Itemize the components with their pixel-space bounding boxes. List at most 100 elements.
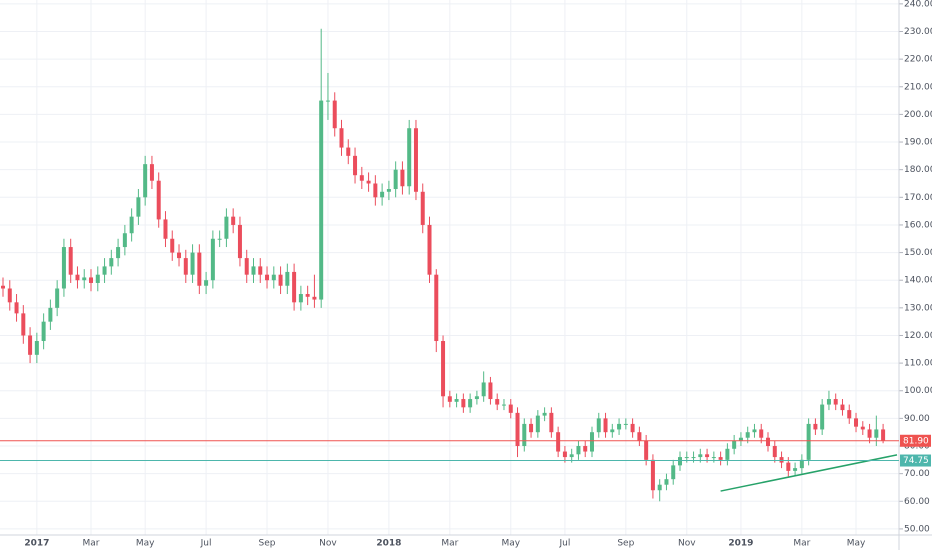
candle-body bbox=[224, 216, 229, 239]
candle-body bbox=[820, 404, 825, 430]
x-tick-label: Mar bbox=[441, 539, 458, 549]
candle-body bbox=[515, 412, 520, 447]
candle-body bbox=[346, 147, 351, 156]
candle-body bbox=[373, 183, 378, 198]
candle-body bbox=[95, 274, 100, 283]
x-tick-label: Nov bbox=[319, 539, 337, 549]
candle-body bbox=[447, 396, 452, 402]
candle-body bbox=[210, 238, 215, 281]
candle-body bbox=[1, 285, 5, 289]
grid bbox=[0, 0, 899, 535]
y-tick-label: 220.00 bbox=[904, 55, 932, 65]
candle-body bbox=[292, 271, 297, 303]
candle-body bbox=[48, 307, 53, 322]
x-tick-label: Jul bbox=[558, 539, 570, 549]
candle-body bbox=[603, 418, 608, 433]
candle-body bbox=[237, 224, 242, 259]
candle-body bbox=[68, 247, 73, 275]
candle-body bbox=[623, 423, 628, 425]
y-tick-label: 170.00 bbox=[904, 193, 932, 203]
x-tick-label: Nov bbox=[678, 539, 696, 549]
candle-body bbox=[380, 191, 385, 198]
y-tick-label: 110.00 bbox=[904, 359, 932, 369]
candle-body bbox=[678, 457, 682, 466]
candle-body bbox=[881, 429, 886, 441]
candle-body bbox=[244, 258, 249, 275]
candle-body bbox=[149, 164, 154, 181]
candle-body bbox=[840, 404, 845, 411]
candle-body bbox=[779, 457, 784, 463]
candle-body bbox=[319, 100, 324, 300]
x-tick-label: May bbox=[847, 539, 866, 549]
price-label-box bbox=[900, 434, 931, 447]
candle-body bbox=[359, 175, 364, 181]
candle-body bbox=[393, 169, 398, 190]
candle-body bbox=[278, 274, 283, 286]
x-tick-label: Sep bbox=[617, 539, 634, 549]
y-tick-label: 130.00 bbox=[904, 303, 932, 313]
candle-body bbox=[75, 274, 80, 281]
candle-body bbox=[589, 432, 594, 452]
candle-body bbox=[407, 128, 412, 187]
candle-body bbox=[813, 423, 818, 430]
candle-body bbox=[576, 446, 581, 455]
candle-body bbox=[109, 258, 114, 267]
candle-body bbox=[339, 128, 344, 148]
candle-body bbox=[562, 451, 567, 458]
candle-body bbox=[217, 238, 222, 240]
price-label: 74.75 bbox=[903, 456, 929, 466]
candle-body bbox=[258, 266, 263, 275]
candle-body bbox=[637, 432, 642, 441]
candle-body bbox=[298, 294, 303, 303]
candle-body bbox=[285, 271, 290, 286]
candle-body bbox=[474, 396, 479, 400]
candle-body bbox=[501, 404, 506, 406]
candle-body bbox=[569, 454, 574, 458]
candle-body bbox=[28, 335, 33, 355]
candle-body bbox=[725, 448, 730, 460]
candle-body bbox=[542, 412, 547, 416]
candle-body bbox=[197, 252, 202, 286]
candle-body bbox=[420, 191, 425, 225]
candle-body bbox=[265, 274, 270, 281]
x-tick-label: Jul bbox=[200, 539, 212, 549]
x-tick-label: 2017 bbox=[24, 539, 49, 549]
candle-body bbox=[116, 247, 121, 259]
price-label-box bbox=[900, 454, 931, 467]
candle-body bbox=[481, 382, 486, 397]
candle-body bbox=[231, 216, 236, 225]
x-tick-label: 2018 bbox=[376, 539, 401, 549]
candle-body bbox=[867, 429, 872, 438]
candle-body bbox=[136, 197, 141, 217]
candle-body bbox=[738, 437, 743, 441]
candle-body bbox=[650, 459, 655, 491]
y-tick-label: 90.00 bbox=[904, 414, 930, 424]
candle-body bbox=[833, 399, 838, 405]
candle-body bbox=[461, 399, 466, 408]
candle-body bbox=[732, 440, 737, 449]
candle-body bbox=[657, 484, 662, 491]
candle-body bbox=[353, 155, 358, 176]
candle-body bbox=[427, 224, 432, 275]
candle-body bbox=[89, 277, 94, 283]
candle-body bbox=[630, 423, 635, 433]
candle-body bbox=[55, 288, 60, 308]
candle-body bbox=[170, 238, 175, 253]
candle-body bbox=[325, 100, 330, 102]
price-label: 81.90 bbox=[903, 436, 929, 446]
y-tick-label: 50.00 bbox=[904, 524, 930, 534]
candle-body bbox=[495, 399, 500, 405]
x-tick-label: May bbox=[501, 539, 520, 549]
candle-body bbox=[468, 399, 473, 408]
x-tick-label: May bbox=[136, 539, 155, 549]
candle-body bbox=[332, 100, 337, 129]
candle-body bbox=[61, 247, 66, 289]
candle-body bbox=[854, 418, 859, 427]
candle-body bbox=[529, 423, 534, 433]
candle-body bbox=[847, 410, 852, 419]
y-tick-label: 140.00 bbox=[904, 276, 932, 286]
candle-body bbox=[671, 465, 676, 480]
candle-body bbox=[617, 423, 622, 430]
candle-body bbox=[745, 432, 750, 438]
